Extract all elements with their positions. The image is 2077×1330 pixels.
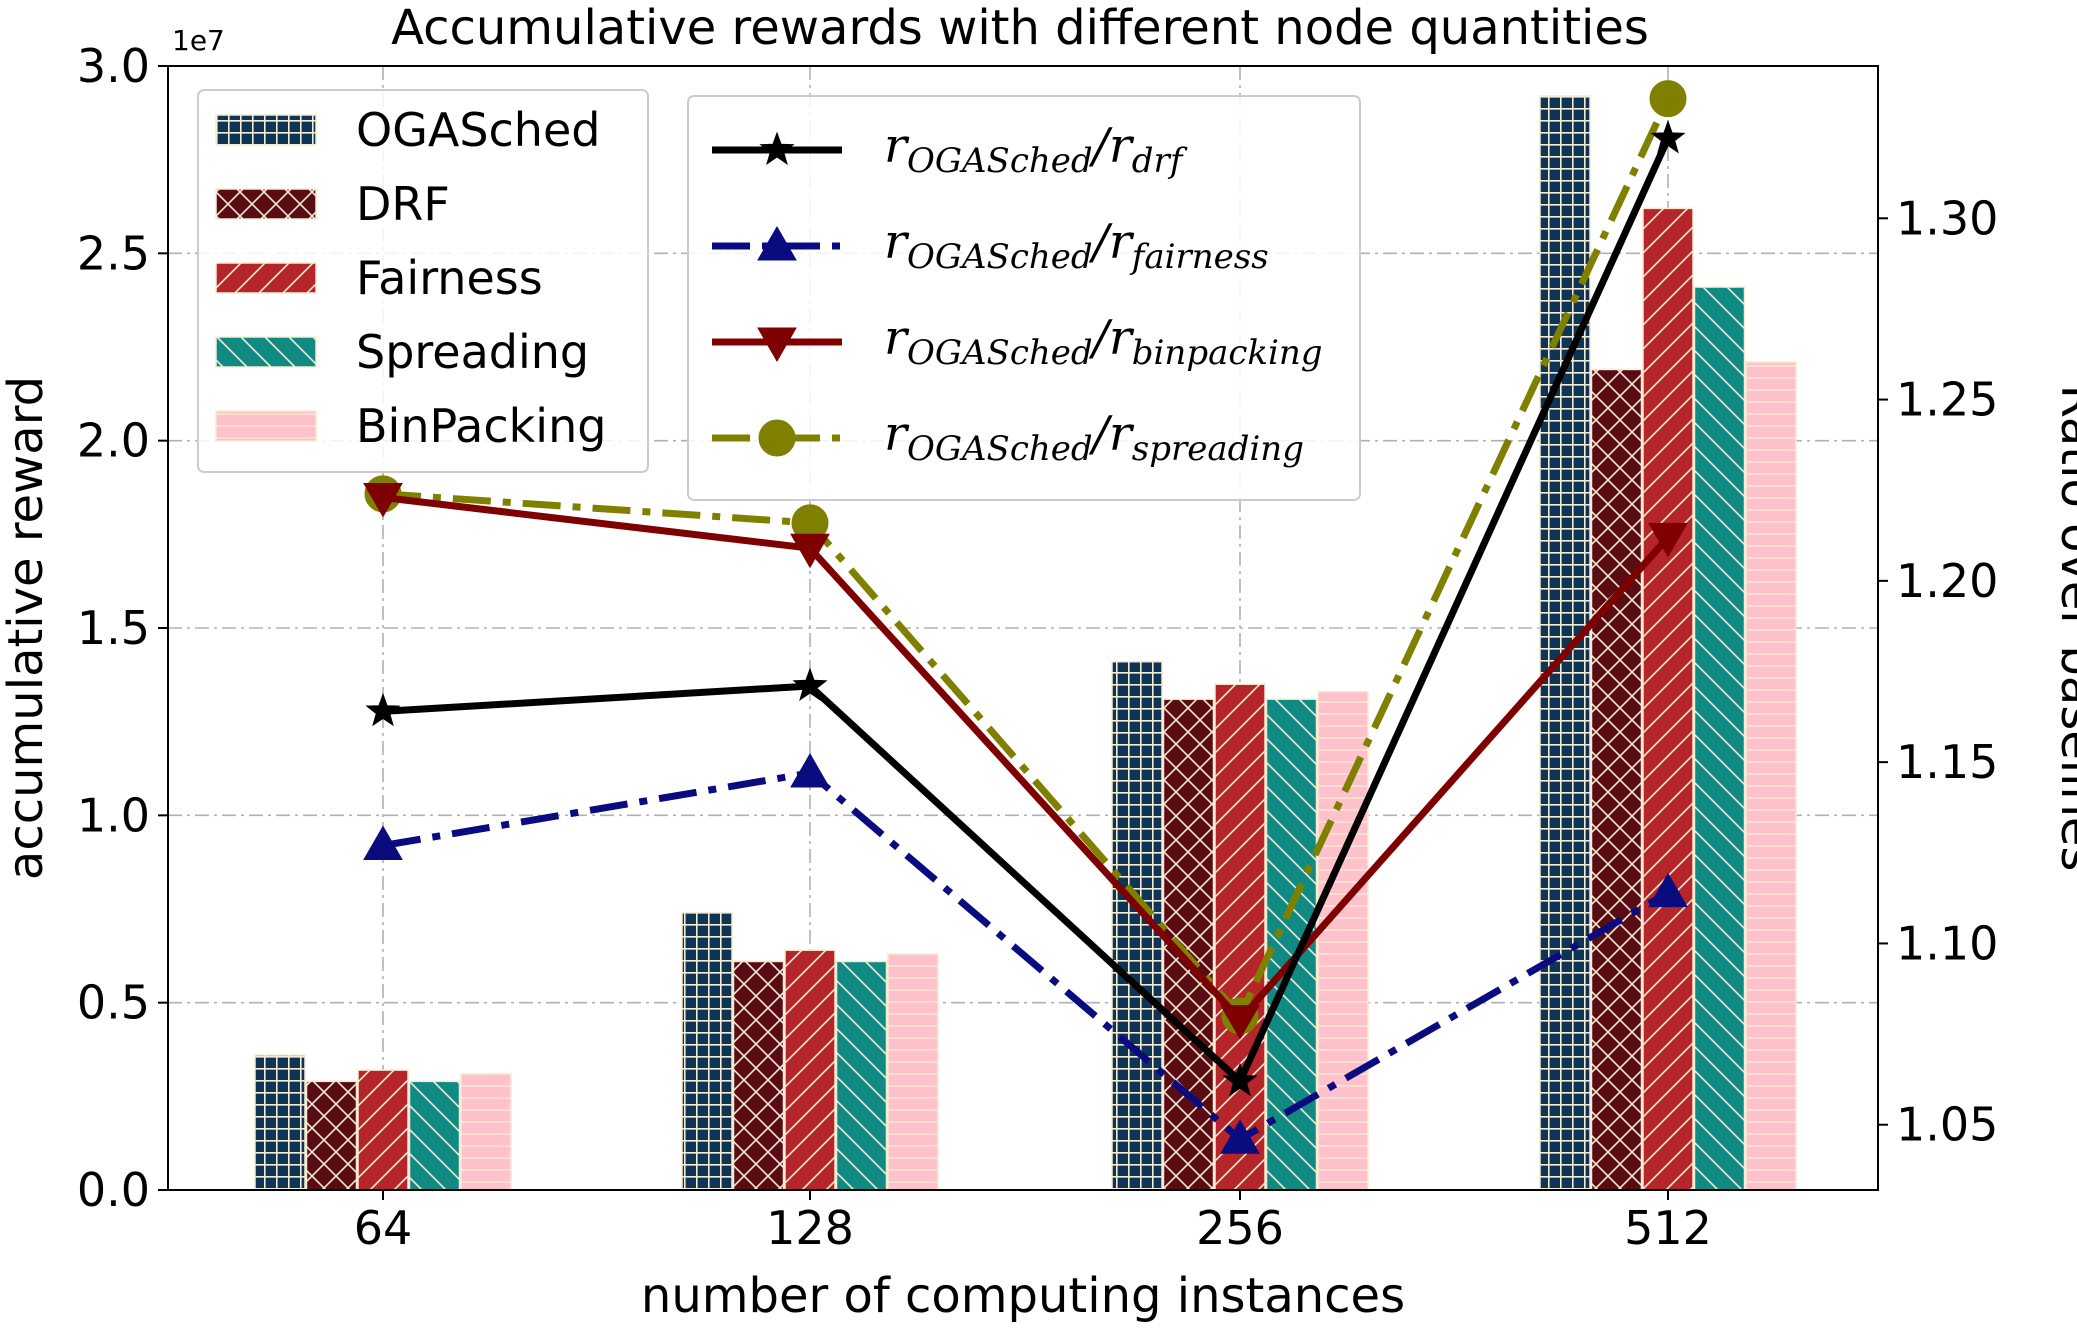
marker-binpacking-64 <box>363 482 403 518</box>
legend-marker-binpacking <box>757 327 797 363</box>
y-tick-label: 3.0 <box>77 39 150 93</box>
legend-marker-drf <box>759 131 795 165</box>
y2-tick-label: 1.05 <box>1896 1098 1998 1152</box>
y2-tick-label: 1.25 <box>1896 373 1998 427</box>
legend-swatch-binpacking <box>215 410 317 442</box>
bar-binpacking-512 <box>1745 361 1797 1191</box>
x-tick-label: 256 <box>1196 1201 1284 1255</box>
marker-fairness-512 <box>1648 872 1688 908</box>
bar-fairness-256 <box>1214 683 1266 1191</box>
bar-ogasched-64 <box>254 1054 306 1191</box>
x-tick-label: 128 <box>766 1201 854 1255</box>
legend-label-ogasched: OGASched <box>356 103 600 157</box>
y2-axis-label: Ratio over baselines <box>2050 385 2077 872</box>
bar-spreading-512 <box>1693 286 1746 1191</box>
line-fairness <box>382 769 1670 1143</box>
y-axis: 0.0 0.5 1.0 1.5 2.0 2.5 3.0 <box>77 39 168 1217</box>
legend-bars-frame <box>197 89 649 473</box>
marker-drf-256 <box>1222 1062 1258 1097</box>
line-drf <box>382 137 1672 1085</box>
legend-label-drf: rOGASched/rdrf <box>884 118 1188 181</box>
bar-drf-512 <box>1590 368 1643 1191</box>
y-tick-label: 0.5 <box>77 976 150 1030</box>
bar-fairness-64 <box>357 1069 409 1191</box>
bar-fairness-512 <box>1642 207 1694 1191</box>
legend-lines: rOGASched/rdrf rOGASched/rfairness rOGASch… <box>687 95 1361 501</box>
legend-swatch-spreading <box>215 336 317 368</box>
legend-label-drf: DRF <box>356 177 450 231</box>
legend-label-spreading: rOGASched/rspreading <box>884 406 1304 469</box>
bars <box>254 95 1797 1191</box>
marker-drf-64 <box>365 692 401 727</box>
y2-tick-label: 1.20 <box>1896 554 1998 608</box>
y2-tick-label: 1.30 <box>1896 191 1998 245</box>
legend-label-spreading: Spreading <box>356 325 589 379</box>
bar-binpacking-256 <box>1317 690 1369 1191</box>
legend-marker-fairness <box>757 225 797 261</box>
x-tick-label: 512 <box>1624 1201 1712 1255</box>
legend-label-binpacking: rOGASched/rbinpacking <box>884 310 1323 373</box>
ratio-lines <box>363 80 1688 1154</box>
x-axis-label: number of computing instances <box>641 1268 1405 1324</box>
y2-tick-label: 1.15 <box>1896 735 1998 789</box>
y-tick-label: 1.0 <box>77 788 150 842</box>
marker-drf-512 <box>1650 120 1686 154</box>
bar-spreading-128 <box>835 960 888 1191</box>
x-tick-label: 64 <box>354 1201 413 1255</box>
x-axis: 64 128 256 512 <box>354 1190 1712 1255</box>
bar-ogasched-128 <box>681 911 733 1191</box>
y2-axis: 1.05 1.10 1.15 1.20 1.25 1.30 <box>1878 191 1998 1152</box>
marker-fairness-256 <box>1220 1119 1260 1154</box>
marker-fairness-64 <box>363 825 403 861</box>
bar-spreading-64 <box>408 1080 461 1191</box>
legend-swatch-drf <box>215 188 317 220</box>
legend-bars: OGASched DRF Fairness Spreading BinPacking <box>197 89 649 473</box>
bar-ogasched-512 <box>1539 95 1591 1191</box>
y-tick-label: 2.0 <box>77 414 150 468</box>
bar-drf-64 <box>305 1080 358 1191</box>
y-axis-label: accumulative reward <box>0 376 54 880</box>
legend-label-binpacking: BinPacking <box>356 399 606 453</box>
y2-tick-label: 1.10 <box>1896 916 1998 970</box>
chart-title: Accumulative rewards with different node… <box>391 0 1649 56</box>
marker-binpacking-128 <box>790 533 830 569</box>
bar-fairness-128 <box>784 949 836 1191</box>
bar-drf-128 <box>732 960 785 1191</box>
legend-swatch-fairness <box>215 262 317 294</box>
bar-binpacking-64 <box>460 1073 512 1191</box>
legend-swatch-ogasched <box>215 114 317 146</box>
y-tick-label: 2.5 <box>77 226 150 280</box>
legend-lines-frame <box>687 95 1361 501</box>
marker-binpacking-256 <box>1220 1005 1260 1040</box>
y-tick-label: 0.0 <box>77 1163 150 1217</box>
legend-label-fairness: Fairness <box>356 251 543 305</box>
y-offset-label: 1e7 <box>172 24 225 57</box>
marker-fairness-128 <box>790 753 830 788</box>
legend-label-fairness: rOGASched/rfairness <box>884 214 1269 277</box>
bar-binpacking-128 <box>887 953 939 1191</box>
y-tick-label: 1.5 <box>77 601 150 655</box>
marker-binpacking-512 <box>1648 522 1688 558</box>
marker-drf-128 <box>792 667 828 701</box>
line-spreading <box>382 97 1672 1020</box>
marker-spreading-512 <box>1649 80 1687 118</box>
legend-marker-spreading <box>758 419 796 457</box>
line-binpacking <box>382 494 1671 1024</box>
